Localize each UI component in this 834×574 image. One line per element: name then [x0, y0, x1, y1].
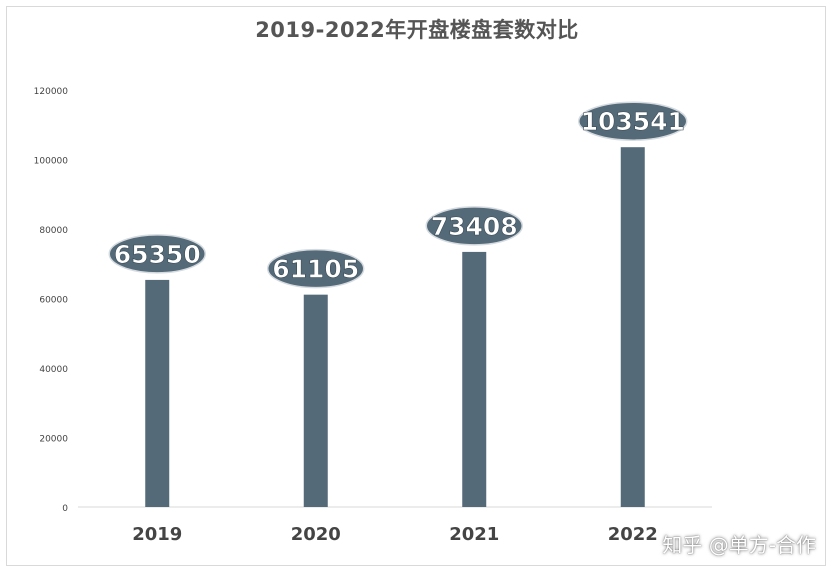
bar	[462, 251, 487, 507]
data-label: 103541	[581, 107, 685, 136]
data-label: 73408	[431, 212, 518, 241]
data-label-bubble	[267, 248, 365, 289]
y-tick-label: 60000	[39, 296, 68, 306]
y-tick-label: 100000	[34, 157, 69, 167]
y-tick-label: 120000	[34, 87, 69, 97]
watermark: 知乎 @单方-合作	[662, 533, 816, 557]
y-tick-label: 40000	[39, 365, 68, 375]
y-tick-label: 0	[62, 504, 68, 514]
x-tick-label: 2022	[608, 524, 658, 545]
data-label-bubble	[425, 206, 523, 246]
x-tick-label: 2019	[132, 524, 182, 545]
data-label-bubble	[108, 234, 206, 274]
bar	[620, 147, 645, 508]
x-tick-label: 2020	[291, 524, 341, 545]
y-tick-label: 20000	[39, 435, 68, 445]
chart-title: 2019-2022年开盘楼盘套数对比	[255, 18, 579, 42]
chart-frame	[6, 6, 826, 566]
data-label-bubble	[578, 101, 688, 141]
y-axis: 0 20000 40000 60000 80000 100000 120000	[34, 87, 69, 514]
x-axis: 2019 2020 2021 2022	[78, 506, 712, 545]
data-label: 65350	[114, 240, 201, 269]
x-tick-label: 2021	[449, 524, 499, 545]
bar	[303, 294, 328, 507]
data-labels: 65350 61105 73408 103541	[108, 101, 688, 289]
y-tick-label: 80000	[39, 226, 68, 236]
bar	[145, 279, 170, 507]
data-label: 61105	[272, 255, 359, 284]
bars	[145, 147, 645, 508]
